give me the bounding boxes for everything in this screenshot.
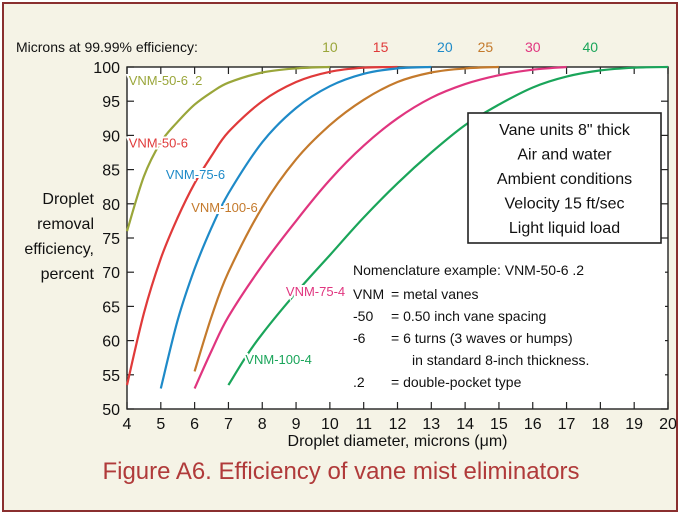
- series-line: [193, 65, 567, 389]
- header-value: 10: [322, 39, 338, 55]
- conditions-box: [467, 112, 662, 244]
- nomenclature-code: VNM: [353, 286, 384, 302]
- nomenclature-desc: = metal vanes: [391, 286, 479, 302]
- nomenclature-title: Nomenclature example: VNM-50-6 .2: [353, 262, 584, 278]
- conditions-line: Vane units 8" thick: [499, 122, 631, 139]
- x-tick-label: 17: [558, 416, 576, 433]
- y-tick-label: 60: [102, 334, 120, 351]
- header-value: 20: [437, 39, 453, 55]
- y-axis-label-line: removal: [37, 216, 94, 233]
- header-value: 25: [478, 39, 494, 55]
- y-tick-label: 95: [102, 94, 120, 111]
- series-line: [125, 65, 330, 232]
- x-tick-label: 4: [123, 416, 132, 433]
- header-value: 15: [373, 39, 389, 55]
- y-tick-label: 55: [102, 368, 120, 385]
- y-tick-label: 65: [102, 299, 120, 316]
- x-tick-label: 12: [389, 416, 407, 433]
- conditions-line: Air and water: [517, 147, 612, 164]
- x-tick-label: 11: [355, 416, 372, 433]
- series-label: VNM-50-6: [129, 136, 188, 151]
- x-tick-label: 5: [156, 416, 165, 433]
- x-tick-label: 14: [456, 416, 474, 433]
- x-tick-label: 8: [258, 416, 267, 433]
- series-label: VNM-75-6: [166, 167, 225, 182]
- series-line: [125, 65, 398, 386]
- conditions-line: Ambient conditions: [497, 171, 632, 188]
- x-tick-label: 7: [224, 416, 233, 433]
- series-line: [227, 65, 669, 386]
- nomenclature-code: .2: [353, 374, 365, 390]
- x-tick-label: 18: [591, 416, 609, 433]
- x-tick-label: 13: [422, 416, 440, 433]
- x-tick-label: 19: [625, 416, 643, 433]
- series-label: VNM-50-6 .2: [129, 73, 203, 88]
- y-axis-label-line: efficiency,: [24, 241, 94, 258]
- series-label: VNM-75-4: [286, 284, 345, 299]
- figure-caption: Figure A6. Efficiency of vane mist elimi…: [102, 458, 580, 485]
- conditions-line: Light liquid load: [509, 220, 620, 237]
- y-axis-label-line: Droplet: [42, 191, 94, 208]
- x-tick-label: 10: [321, 416, 339, 433]
- nomenclature-desc: = double-pocket type: [391, 374, 522, 390]
- header-value: 30: [525, 39, 541, 55]
- y-tick-label: 90: [102, 128, 120, 145]
- nomenclature-desc: = 6 turns (3 waves or humps): [391, 330, 573, 346]
- x-tick-label: 9: [292, 416, 301, 433]
- conditions-line: Velocity 15 ft/sec: [504, 196, 624, 213]
- y-tick-label: 50: [102, 402, 120, 419]
- series-line: [159, 65, 432, 389]
- series-label: VNM-100-4: [245, 352, 311, 367]
- x-tick-label: 6: [190, 416, 199, 433]
- nomenclature-panel: [345, 253, 665, 393]
- header-value: 40: [582, 39, 598, 55]
- x-axis-label: Droplet diameter, microns (μm): [288, 433, 508, 450]
- header-label: Microns at 99.99% efficiency:: [16, 39, 198, 55]
- y-tick-label: 70: [102, 265, 120, 282]
- y-tick-label: 100: [93, 60, 120, 77]
- x-tick-label: 15: [490, 416, 508, 433]
- y-tick-label: 85: [102, 163, 120, 180]
- nomenclature-code: -6: [353, 330, 366, 346]
- x-tick-label: 16: [524, 416, 542, 433]
- series-label: VNM-100-6: [191, 200, 257, 215]
- y-axis-label-line: percent: [41, 266, 95, 283]
- nomenclature-desc: = 0.50 inch vane spacing: [391, 308, 546, 324]
- x-tick-label: 20: [659, 416, 677, 433]
- y-tick-label: 75: [102, 231, 120, 248]
- y-tick-label: 80: [102, 197, 120, 214]
- nomenclature-desc: in standard 8-inch thickness.: [412, 352, 589, 368]
- nomenclature-code: -50: [353, 308, 373, 324]
- series-line: [193, 65, 499, 372]
